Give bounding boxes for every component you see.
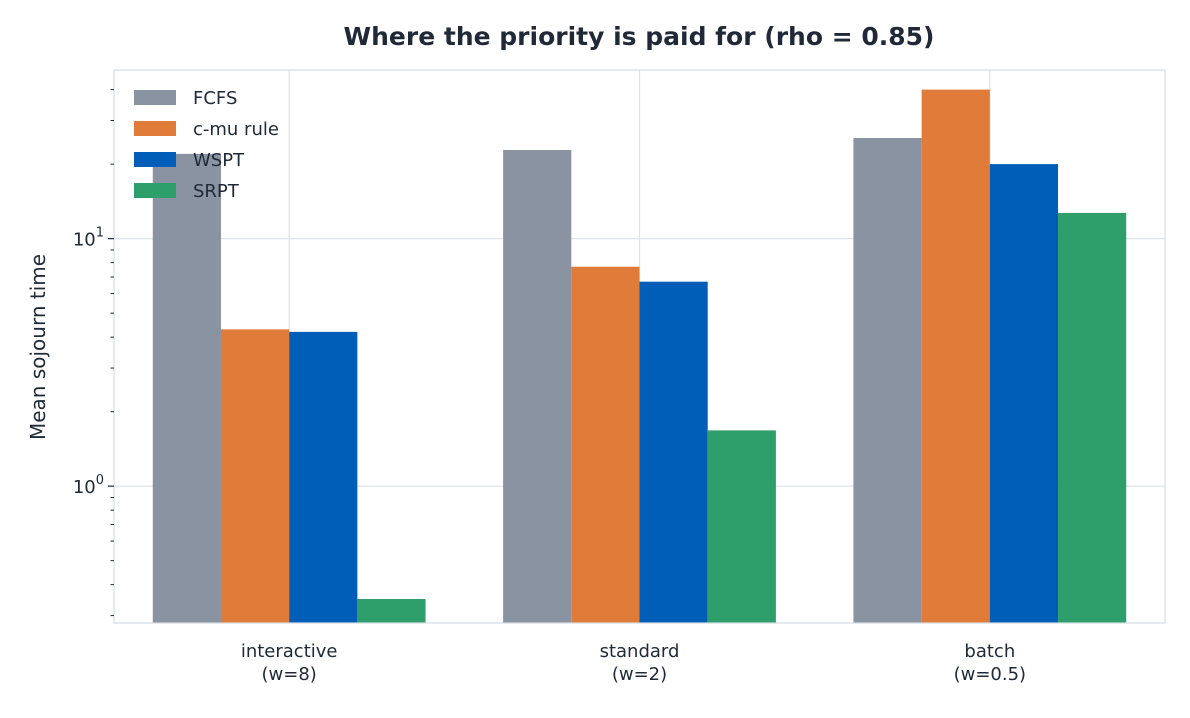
x-tick-label: standard: [600, 641, 680, 662]
bar-fcfs: [503, 150, 572, 623]
x-tick-label: batch: [964, 641, 1015, 662]
legend-label: WSPT: [193, 150, 245, 171]
x-tick-label: (w=8): [262, 664, 317, 685]
bar-wspt: [989, 164, 1059, 623]
bar-c-mu-rule: [220, 329, 290, 623]
bar-srpt: [1058, 212, 1127, 623]
bar-srpt: [357, 599, 426, 623]
y-tick-label: 101: [73, 226, 104, 251]
bar-fcfs: [152, 153, 221, 623]
x-tick-label: interactive: [241, 641, 338, 662]
legend-swatch: [134, 152, 176, 167]
legend-swatch: [134, 121, 176, 136]
legend-label: FCFS: [193, 88, 237, 109]
legend-label: SRPT: [193, 181, 240, 202]
legend-swatch: [134, 90, 176, 105]
legend: FCFS c-mu rule WSPT SRPT: [134, 88, 279, 202]
tick-layer: 100 101 interactive(w=8) standard(w=2) batch…: [73, 89, 1026, 685]
x-tick-label: (w=0.5): [954, 664, 1026, 685]
bar-fcfs: [853, 137, 922, 623]
y-tick-label: 100: [73, 473, 104, 498]
legend-swatch: [134, 183, 176, 198]
plot-frame: [113, 69, 1166, 624]
bar-wspt: [639, 281, 708, 623]
y-axis-label: Mean sojourn time: [26, 254, 50, 440]
legend-label: c-mu rule: [193, 119, 279, 140]
bar-wspt: [289, 331, 358, 623]
bar-srpt: [707, 430, 776, 623]
bar-layer: [152, 89, 1127, 624]
bar-c-mu-rule: [571, 266, 640, 623]
x-tick-label: (w=2): [612, 664, 667, 685]
chart-title: Where the priority is paid for (rho = 0.…: [344, 22, 935, 51]
bar-c-mu-rule: [921, 89, 990, 624]
